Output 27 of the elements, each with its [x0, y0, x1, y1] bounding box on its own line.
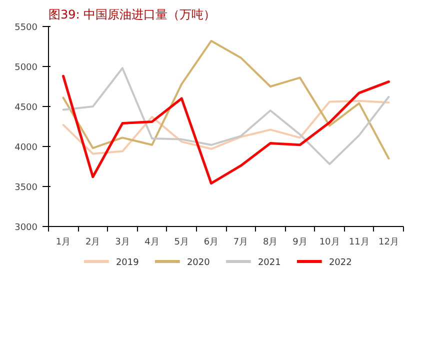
- x-tick-label: 11月: [348, 238, 370, 248]
- legend-label: 2019: [116, 258, 140, 268]
- y-tick-label: 4000: [14, 143, 38, 153]
- y-tick-label: 5000: [14, 63, 38, 73]
- legend-label: 2020: [186, 258, 210, 268]
- x-tick-label: 9月: [292, 238, 308, 248]
- line-series: [62, 100, 390, 155]
- line-series: [62, 40, 390, 160]
- y-tick-label: 4500: [14, 103, 38, 113]
- y-tick-label: 3000: [14, 223, 38, 233]
- x-tick-label: 2月: [86, 238, 100, 248]
- x-tick-label: 8月: [263, 238, 278, 248]
- y-tick-label: 3500: [14, 183, 38, 193]
- x-tick-label: 4月: [144, 238, 160, 248]
- x-tick-label: 5月: [174, 238, 189, 248]
- legend-label: 2022: [328, 258, 352, 268]
- x-tick-label: 1月: [56, 238, 71, 248]
- x-tick-label: 12月: [378, 238, 399, 248]
- y-tick-label: 5500: [14, 23, 38, 33]
- line-series: [62, 74, 390, 185]
- line-series: [62, 67, 390, 166]
- chart-title: 图39: 中国原油进口量（万吨）: [48, 8, 216, 22]
- x-tick-label: 6月: [204, 238, 219, 248]
- x-tick-label: 7月: [233, 238, 248, 248]
- legend-label: 2021: [258, 258, 281, 268]
- x-tick-label: 10月: [319, 238, 340, 248]
- x-tick-label: 3月: [115, 238, 130, 248]
